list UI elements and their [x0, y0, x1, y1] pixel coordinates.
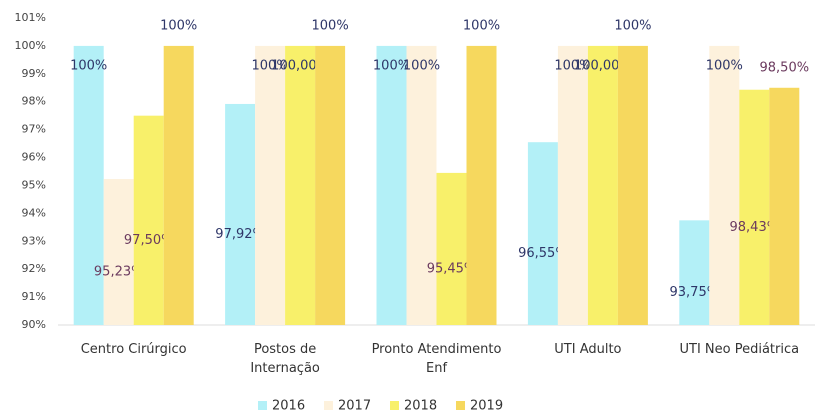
x-tick-label: UTI Adulto	[554, 342, 622, 357]
data-label: 100%	[614, 18, 651, 33]
y-tick-label: 91%	[22, 290, 46, 303]
data-label: 100,00%	[271, 58, 329, 73]
data-label: 100%	[403, 58, 440, 73]
legend-label: 2018	[404, 399, 437, 414]
bar	[285, 45, 316, 326]
bar	[617, 45, 648, 326]
data-label: 100%	[160, 18, 197, 33]
data-label: 100%	[312, 18, 349, 33]
legend-label: 2019	[470, 399, 503, 414]
bar	[679, 220, 710, 325]
y-tick-label: 97%	[22, 123, 46, 136]
bar	[406, 45, 437, 326]
data-label: 93,75%	[670, 285, 720, 300]
bar	[557, 45, 588, 326]
y-tick-label: 96%	[22, 151, 46, 164]
y-tick-label: 92%	[22, 262, 46, 275]
y-tick-label: 94%	[22, 206, 46, 219]
bar	[133, 115, 164, 325]
y-tick-label: 90%	[22, 318, 46, 331]
legend-swatch	[456, 401, 465, 410]
legend-swatch	[390, 401, 399, 410]
data-label: 100%	[554, 58, 591, 73]
y-tick-label: 93%	[22, 234, 46, 247]
bar	[769, 87, 800, 325]
data-label: 100%	[70, 58, 107, 73]
data-label: 96,55%	[518, 246, 568, 261]
y-tick-label: 100%	[15, 39, 46, 52]
x-tick-label: Pronto Atendimento Enf	[371, 342, 502, 376]
data-label: 98,43%	[730, 220, 780, 235]
bar	[163, 45, 194, 326]
bar	[466, 45, 497, 326]
data-label: 97,92%	[215, 227, 265, 242]
bar	[73, 45, 104, 326]
bar	[225, 103, 256, 326]
y-tick-label: 101%	[15, 11, 46, 24]
data-label: 100%	[463, 18, 500, 33]
data-label: 100%	[373, 58, 410, 73]
bar	[527, 142, 558, 325]
x-tick-label: Postos de Internação	[250, 342, 320, 376]
y-tick-label: 95%	[22, 178, 46, 191]
data-label: 100%	[252, 58, 289, 73]
data-label: 100%	[706, 58, 743, 73]
bar	[315, 45, 346, 326]
data-label: 95,23%	[94, 265, 144, 280]
x-tick-label: Centro Cirúrgico	[80, 342, 187, 357]
legend-swatch	[324, 401, 333, 410]
data-label: 95,45%	[427, 261, 477, 276]
bar	[709, 45, 740, 326]
x-tick-label: UTI Neo Pediátrica	[679, 342, 800, 357]
legend-swatch	[258, 401, 267, 410]
bar	[103, 179, 134, 325]
data-label: 100,00%	[574, 58, 632, 73]
y-tick-label: 99%	[22, 67, 46, 80]
bar	[376, 45, 407, 326]
bar	[436, 172, 467, 325]
bar	[739, 89, 770, 325]
legend-label: 2017	[338, 399, 371, 414]
bar	[587, 45, 618, 326]
bar	[255, 45, 286, 326]
data-label: 98,50%	[760, 60, 810, 75]
y-tick-label: 98%	[22, 95, 46, 108]
legend-label: 2016	[272, 399, 305, 414]
data-label: 97,50%	[124, 233, 174, 248]
